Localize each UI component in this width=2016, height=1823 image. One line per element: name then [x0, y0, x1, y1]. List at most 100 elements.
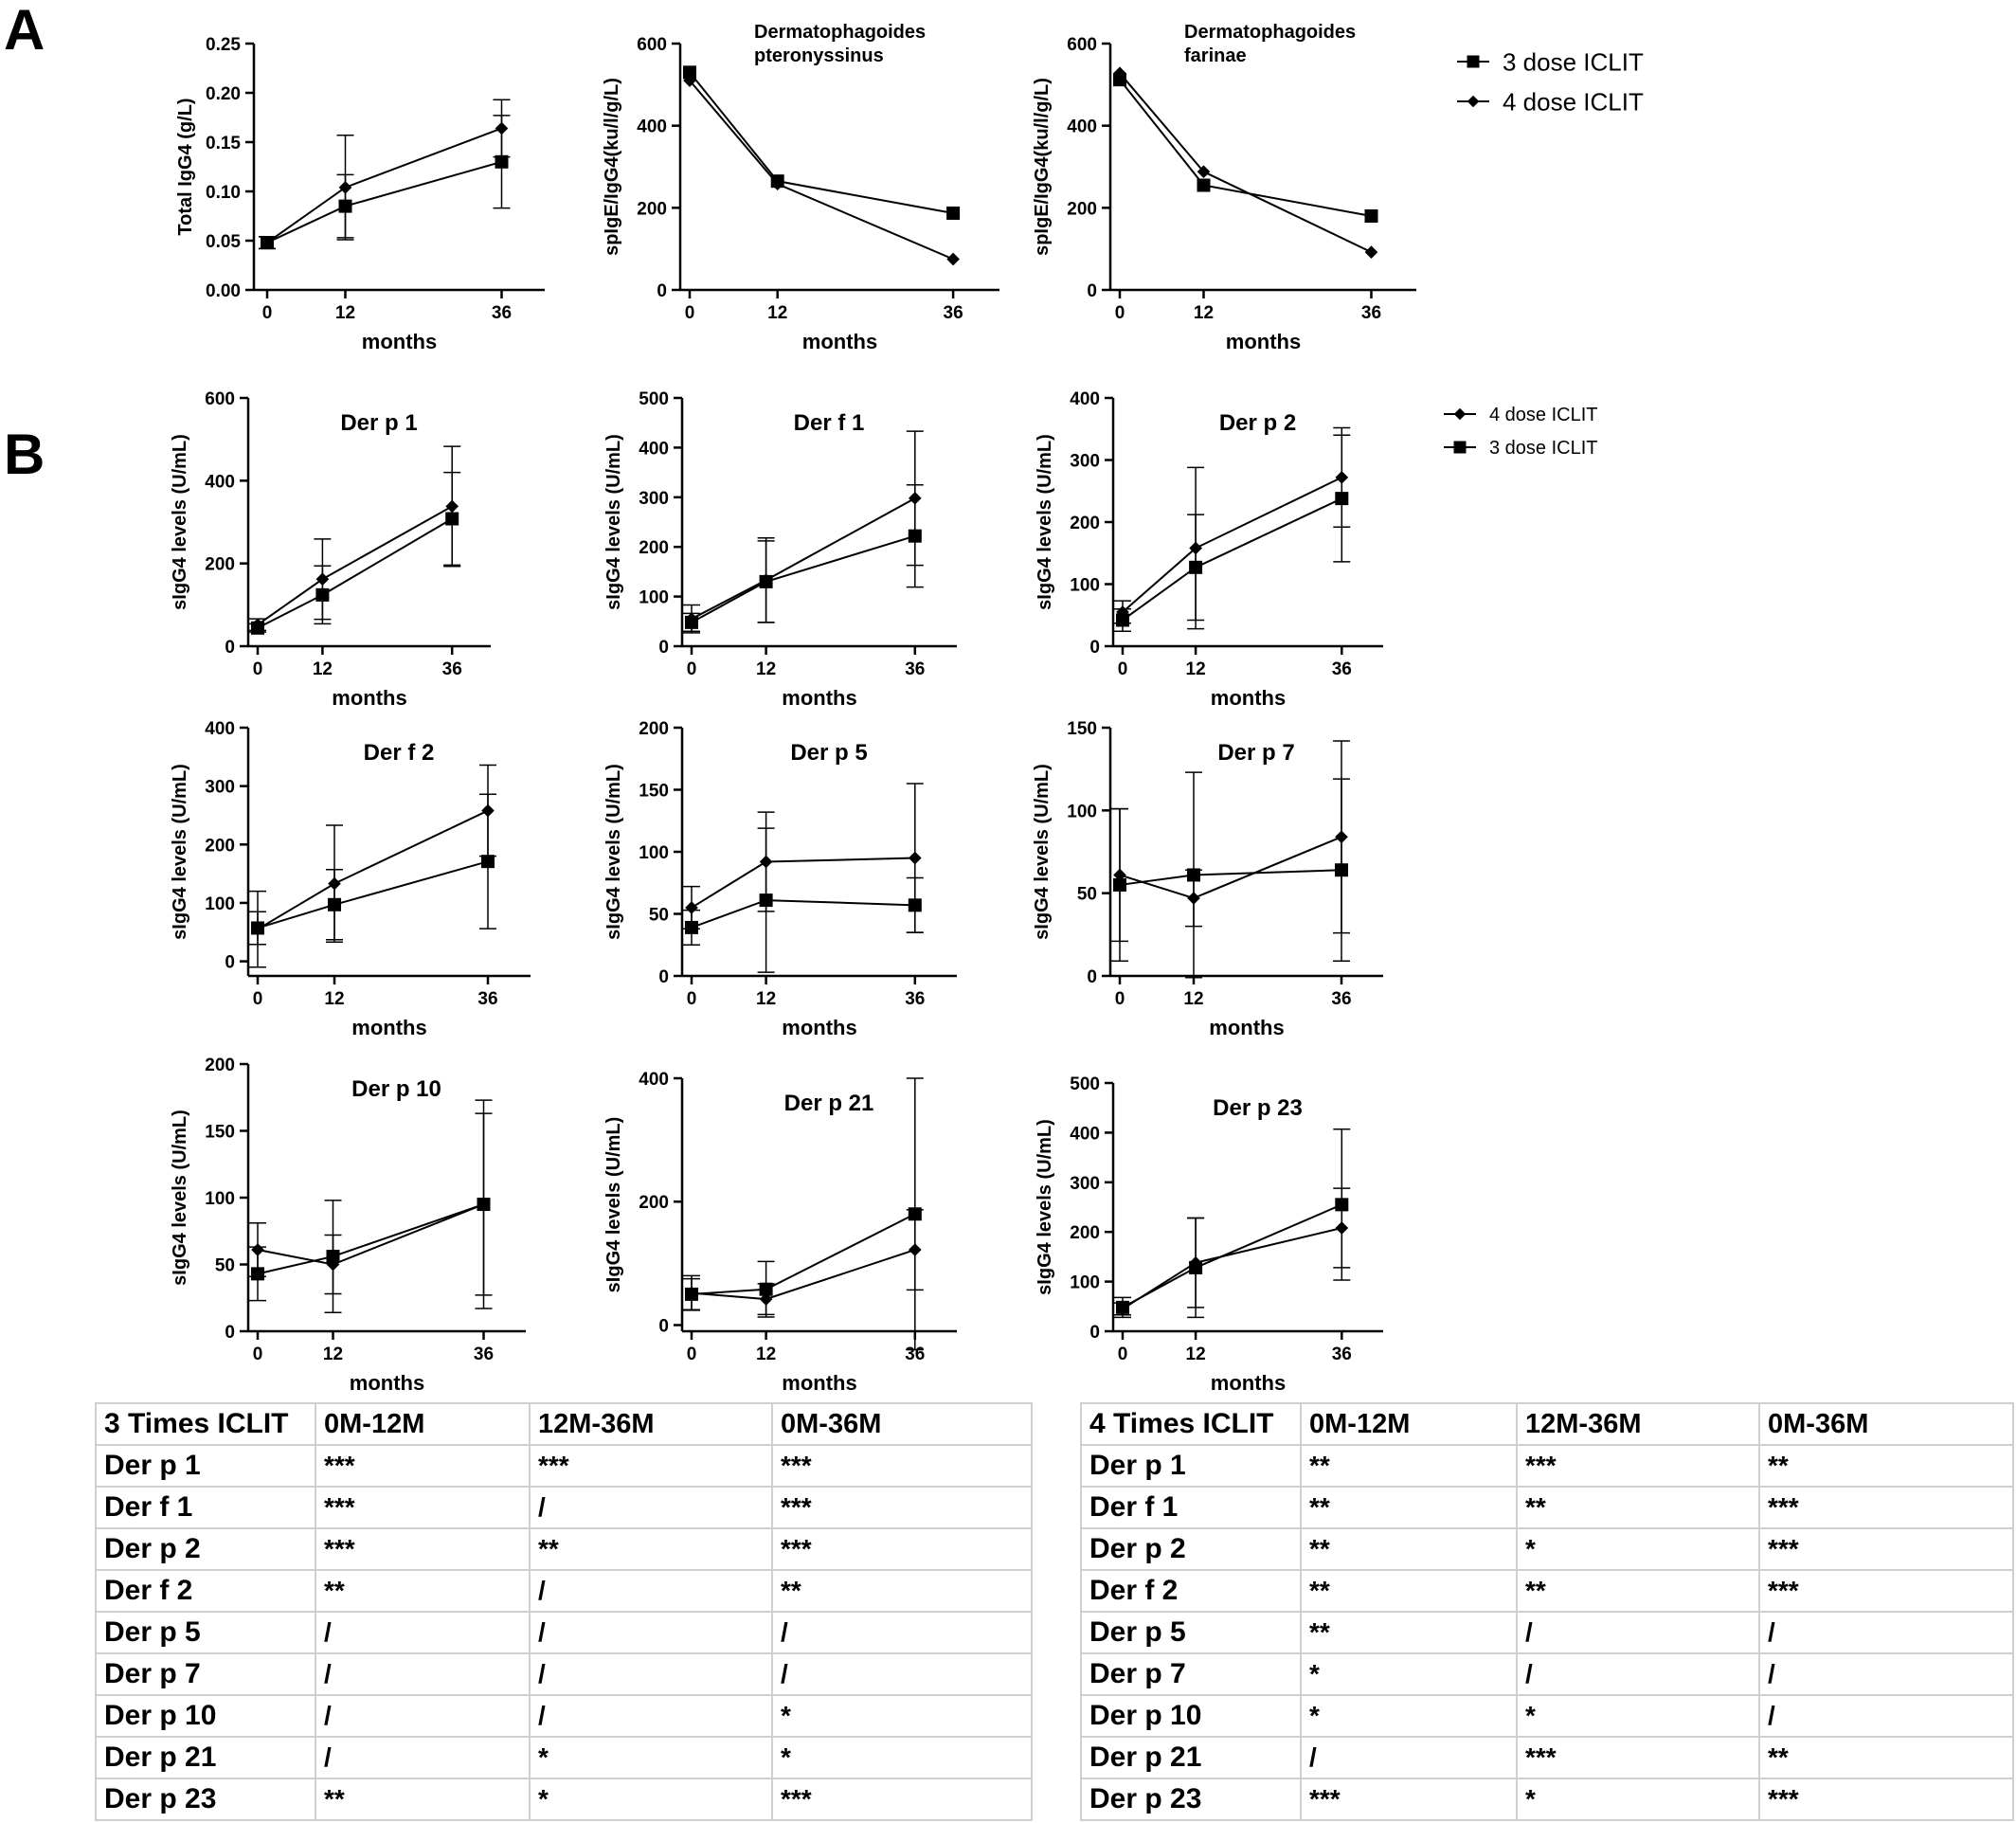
y-tick-label: 300	[1070, 452, 1100, 472]
table-row: Der p 1 ** *** **	[1080, 1444, 2014, 1488]
x-tick-label: 36	[1331, 989, 1351, 1009]
allergen-cell: Der p 23	[1080, 1778, 1302, 1821]
x-tick-label: 12	[335, 303, 355, 323]
y-tick-label: 150	[205, 1123, 235, 1143]
significance-cell: **	[1300, 1527, 1518, 1571]
y-tick-label: 600	[637, 35, 667, 55]
x-axis-label: months	[1211, 686, 1286, 710]
series-3-dose-iclit	[1113, 73, 1378, 223]
panel-label-b: B	[4, 423, 45, 486]
y-tick-label: 0	[657, 281, 667, 301]
x-axis-label: months	[782, 1016, 856, 1039]
allergen-cell: Der p 1	[95, 1444, 316, 1488]
data-point	[683, 74, 696, 87]
significance-cell: /	[1758, 1652, 2014, 1696]
y-tick-label: 300	[205, 778, 235, 798]
y-tick-label: 200	[639, 719, 669, 739]
series-line	[1122, 497, 1342, 622]
significance-cell: *	[529, 1736, 773, 1779]
data-point	[1113, 877, 1126, 892]
x-tick-label: 12	[323, 1345, 343, 1364]
series-3-dose-iclit	[249, 793, 496, 946]
y-axis-label: Total IgG4 (g/L)	[175, 98, 196, 235]
y-tick-label: 100	[1070, 576, 1100, 596]
y-tick-label: 0.15	[206, 134, 241, 153]
table-row: Der p 5 ** / /	[1080, 1611, 2014, 1654]
x-tick-label: 36	[477, 989, 497, 1009]
y-tick-label: 0	[225, 638, 235, 658]
x-tick-label: 36	[1332, 1345, 1352, 1364]
significance-cell: /	[1300, 1736, 1518, 1779]
series-3-dose-iclit	[249, 1112, 493, 1314]
chart-title: Der f 1	[794, 410, 865, 436]
allergen-cell: Der p 23	[95, 1778, 316, 1821]
significance-cell: /	[1758, 1694, 2014, 1738]
chart-title: Der p 21	[784, 1091, 874, 1116]
table-row: Der p 23 *** * ***	[1080, 1778, 2014, 1821]
y-axis-label: sIgG4 levels (U/mL)	[170, 434, 190, 610]
chart-total-igg4: 0.00 0.05 0.10 0.15 0.20 0.25 0 12 36 months Total…	[175, 35, 545, 353]
series-3-dose-iclit	[249, 471, 461, 635]
legend-label: 4 dose ICLIT	[1489, 405, 1598, 425]
y-tick-label: 100	[639, 843, 669, 863]
data-point	[908, 1207, 922, 1221]
table-header-cell: 12M-36M	[529, 1402, 773, 1446]
series-line	[257, 860, 489, 930]
y-axis-label: sIgG4 levels (U/mL)	[170, 1110, 190, 1286]
y-tick-label: 200	[1070, 514, 1100, 533]
allergen-cell: Der p 10	[1080, 1694, 1302, 1738]
x-axis-label: months	[1211, 1371, 1286, 1395]
legend-panel-a: 3 dose ICLIT 4 dose ICLIT	[1457, 47, 1644, 116]
significance-cell: ***	[529, 1444, 773, 1488]
significance-cell: ***	[315, 1444, 531, 1488]
y-tick-label: 200	[639, 1193, 669, 1213]
significance-cell: /	[315, 1611, 531, 1654]
significance-cell: **	[315, 1569, 531, 1613]
series-line	[691, 1213, 916, 1295]
chart-der-p-1: 0 200 400 600 0 12 36 months sIgG4 levels (U/mL)…	[170, 389, 491, 710]
y-axis-label: spIgE/IgG4(ku/l/g/L)	[602, 78, 622, 256]
legend-panel-b: 4 dose ICLIT 3 dose ICLIT	[1444, 405, 1598, 459]
data-point	[685, 920, 698, 934]
significance-cell: ***	[315, 1527, 531, 1571]
data-point	[251, 1267, 264, 1281]
data-point	[338, 181, 352, 194]
series-3-dose-iclit	[259, 115, 511, 250]
y-tick-label: 200	[205, 555, 235, 575]
significance-cell: ***	[1758, 1778, 2014, 1821]
significance-cell: ***	[1516, 1444, 1760, 1488]
significance-cell: ***	[771, 1486, 1033, 1529]
table-row: Der p 5// /	[95, 1611, 1033, 1654]
y-axis-label: spIgE/IgG4(ku/l/g/L)	[1032, 78, 1053, 256]
chart-title-line: pteronyssinus	[754, 45, 884, 66]
series-4-dose-iclit	[249, 445, 461, 632]
x-tick-label: 0	[687, 1345, 697, 1364]
y-axis-label: sIgG4 levels (U/mL)	[170, 764, 190, 940]
chart-dermatophagoides-pteronyssinus: 0 200 400 600 0 12 36 months spIgE/IgG4(ku/l/g/L…	[602, 22, 999, 353]
y-tick-label: 0	[225, 1323, 235, 1343]
y-tick-label: 400	[1070, 1124, 1100, 1144]
chart-title: Der p 10	[351, 1076, 441, 1102]
data-point	[908, 529, 922, 543]
y-tick-label: 300	[639, 489, 669, 509]
data-point	[770, 177, 784, 191]
data-point	[946, 206, 961, 220]
x-tick-label: 0	[1118, 1345, 1128, 1364]
y-tick-label: 0	[1089, 638, 1100, 658]
x-tick-label: 12	[756, 989, 776, 1009]
significance-cell: /	[1516, 1611, 1760, 1654]
y-tick-label: 0.00	[206, 281, 241, 301]
x-tick-label: 36	[442, 659, 462, 679]
y-tick-label: 400	[1070, 389, 1100, 409]
y-tick-label: 200	[205, 836, 235, 856]
significance-cell: **	[1300, 1444, 1518, 1488]
x-tick-label: 0	[253, 659, 263, 679]
table-header-row: 3 Times ICLIT 0M-12M 12M-36M 0M-36M	[95, 1402, 1033, 1446]
y-tick-label: 200	[639, 538, 669, 558]
significance-cell: **	[1758, 1736, 2014, 1779]
x-axis-label: months	[1209, 1016, 1284, 1039]
y-tick-label: 0.05	[206, 232, 241, 252]
series-3-dose-iclit	[1114, 434, 1351, 633]
